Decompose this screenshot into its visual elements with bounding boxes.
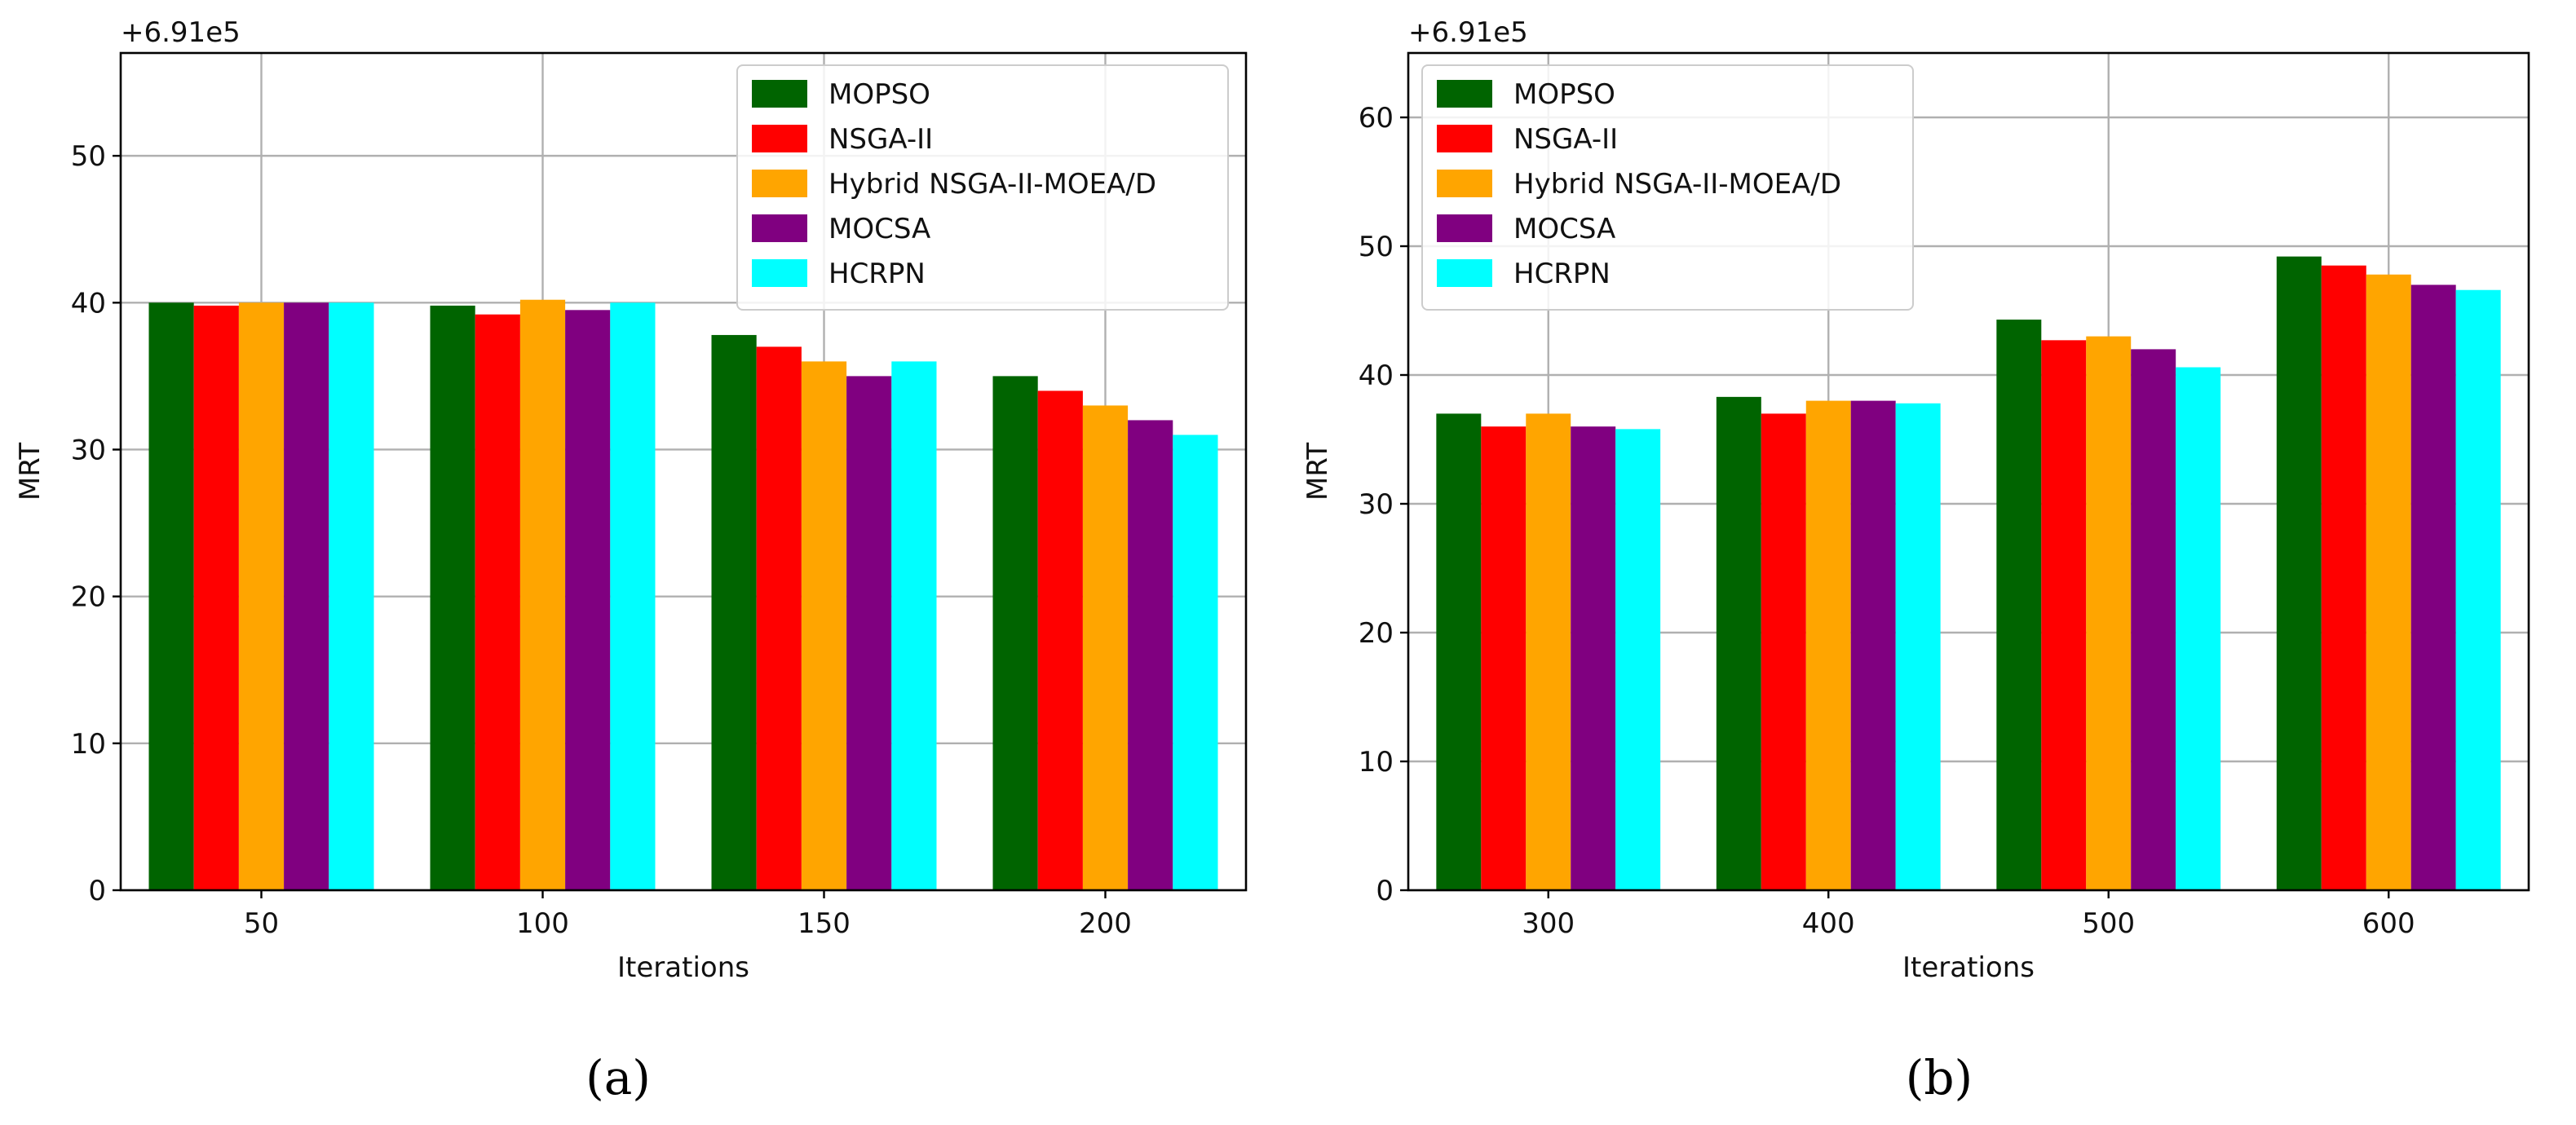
bar-hcrpn-200: [1173, 435, 1218, 890]
legend-swatch-nsga-ii: [1437, 125, 1492, 152]
y-tick-label: 40: [71, 287, 106, 320]
bar-nsga-ii-200: [1037, 390, 1083, 890]
bar-mopso-300: [1436, 413, 1482, 890]
x-tick-label: 50: [244, 907, 279, 940]
y-tick-label: 0: [88, 875, 106, 907]
bar-nsga-ii-400: [1761, 413, 1806, 890]
y-tick-label: 10: [71, 728, 106, 761]
legend-swatch-nsga-ii: [752, 125, 807, 152]
legend-swatch-mopso: [752, 80, 807, 108]
bar-nsga-ii-100: [475, 314, 520, 890]
bar-hcrpn-500: [2176, 367, 2221, 890]
x-tick-label: 100: [516, 907, 569, 940]
y-tick-label: 60: [1359, 102, 1394, 135]
legend-label: MOCSA: [828, 213, 930, 245]
legend-label: NSGA-II: [1513, 123, 1618, 156]
legend-swatch-hcrpn: [1437, 259, 1492, 287]
legend-label: Hybrid NSGA-II-MOEA/D: [1513, 168, 1841, 201]
legend-label: Hybrid NSGA-II-MOEA/D: [828, 168, 1156, 201]
bar-hybrid-nsga-ii-moea-d-50: [238, 302, 285, 891]
bar-mopso-150: [711, 334, 757, 890]
bar-hybrid-nsga-ii-moea-d-400: [1805, 400, 1851, 891]
legend-box: [1421, 64, 1914, 311]
y-tick-label: 40: [1359, 360, 1394, 392]
bar-mopso-500: [1996, 320, 2042, 890]
y-tick-label: 30: [71, 434, 106, 466]
y-axis-label: MRT: [14, 443, 46, 501]
bar-hcrpn-50: [329, 302, 374, 891]
legend-swatch-mocsa: [752, 214, 807, 242]
chart-panel-b: 0 10 20 30 40 50 60 300 400 500 600 +6.91e5 Iteratio…: [1301, 16, 2530, 1105]
legend-label: MOPSO: [1513, 78, 1615, 111]
bar-nsga-ii-600: [2321, 265, 2366, 890]
bar-mocsa-600: [2410, 285, 2456, 890]
legend-label: MOPSO: [828, 78, 930, 111]
bar-hybrid-nsga-ii-moea-d-300: [1526, 413, 1571, 890]
bar-mocsa-150: [846, 376, 892, 890]
x-axis-label: Iterations: [1902, 951, 2035, 984]
bar-hybrid-nsga-ii-moea-d-500: [2086, 336, 2132, 891]
legend-label: HCRPN: [1513, 258, 1611, 290]
axis-offset-label: +6.91e5: [121, 16, 241, 49]
bar-hcrpn-300: [1615, 429, 1661, 890]
legend-label: MOCSA: [1513, 213, 1615, 245]
y-tick-label: 30: [1359, 488, 1394, 521]
y-tick-label: 10: [1359, 746, 1394, 779]
bar-mocsa-50: [284, 302, 329, 891]
y-tick-label: 50: [71, 140, 106, 173]
plot-frame: [1407, 51, 2530, 892]
panel-caption: (b): [1906, 1050, 1973, 1105]
legend-label: HCRPN: [828, 258, 926, 290]
y-tick-label: 0: [1376, 875, 1394, 907]
x-tick-label: 150: [798, 907, 851, 940]
legend-swatch-hybrid-nsga-ii-moea-d: [752, 170, 807, 197]
legend-swatch-mocsa: [1437, 214, 1492, 242]
x-tick-label: 200: [1079, 907, 1132, 940]
bar-mopso-100: [430, 305, 475, 891]
bar-hybrid-nsga-ii-moea-d-600: [2366, 274, 2411, 890]
bar-mopso-50: [148, 302, 194, 891]
legend-swatch-mopso: [1437, 80, 1492, 108]
bar-hybrid-nsga-ii-moea-d-100: [519, 299, 566, 891]
x-axis-label: Iterations: [617, 951, 749, 984]
bar-mopso-600: [2276, 256, 2322, 890]
bar-nsga-ii-50: [193, 305, 239, 891]
bar-mocsa-400: [1850, 400, 1896, 891]
bar-hcrpn-150: [891, 361, 937, 890]
legend-swatch-hybrid-nsga-ii-moea-d: [1437, 170, 1492, 197]
legend-swatch-hcrpn: [752, 259, 807, 287]
bar-hcrpn-100: [610, 302, 656, 891]
bar-hcrpn-400: [1895, 403, 1941, 890]
plot-frame: [119, 51, 1248, 892]
bar-mocsa-300: [1571, 426, 1616, 890]
bar-nsga-ii-150: [756, 346, 802, 890]
panel-caption: (a): [585, 1050, 651, 1105]
bar-hybrid-nsga-ii-moea-d-150: [801, 361, 847, 890]
x-tick-label: 300: [1522, 907, 1575, 940]
chart-panel-a: 0 10 20 30 40 50 50 100 150 200 +6.91e5 Iterations M…: [14, 16, 1248, 1105]
y-tick-label: 20: [1359, 617, 1394, 650]
bar-hybrid-nsga-ii-moea-d-200: [1082, 405, 1129, 891]
bar-mocsa-200: [1128, 420, 1173, 890]
bar-nsga-ii-500: [2041, 340, 2087, 891]
bar-mopso-400: [1716, 396, 1761, 890]
axis-offset-label: +6.91e5: [1408, 16, 1528, 49]
bar-nsga-ii-300: [1481, 426, 1527, 890]
bar-hcrpn-600: [2455, 289, 2501, 891]
bar-mopso-200: [992, 376, 1038, 890]
legend-box: [736, 64, 1229, 311]
y-axis-label: MRT: [1301, 443, 1334, 501]
x-tick-label: 400: [1802, 907, 1855, 940]
x-tick-label: 500: [2082, 907, 2135, 940]
legend-label: NSGA-II: [828, 123, 933, 156]
bar-mocsa-500: [2131, 349, 2176, 890]
x-tick-label: 600: [2362, 907, 2415, 940]
y-tick-label: 50: [1359, 231, 1394, 263]
y-tick-label: 20: [71, 581, 106, 614]
bar-mocsa-100: [565, 310, 611, 890]
